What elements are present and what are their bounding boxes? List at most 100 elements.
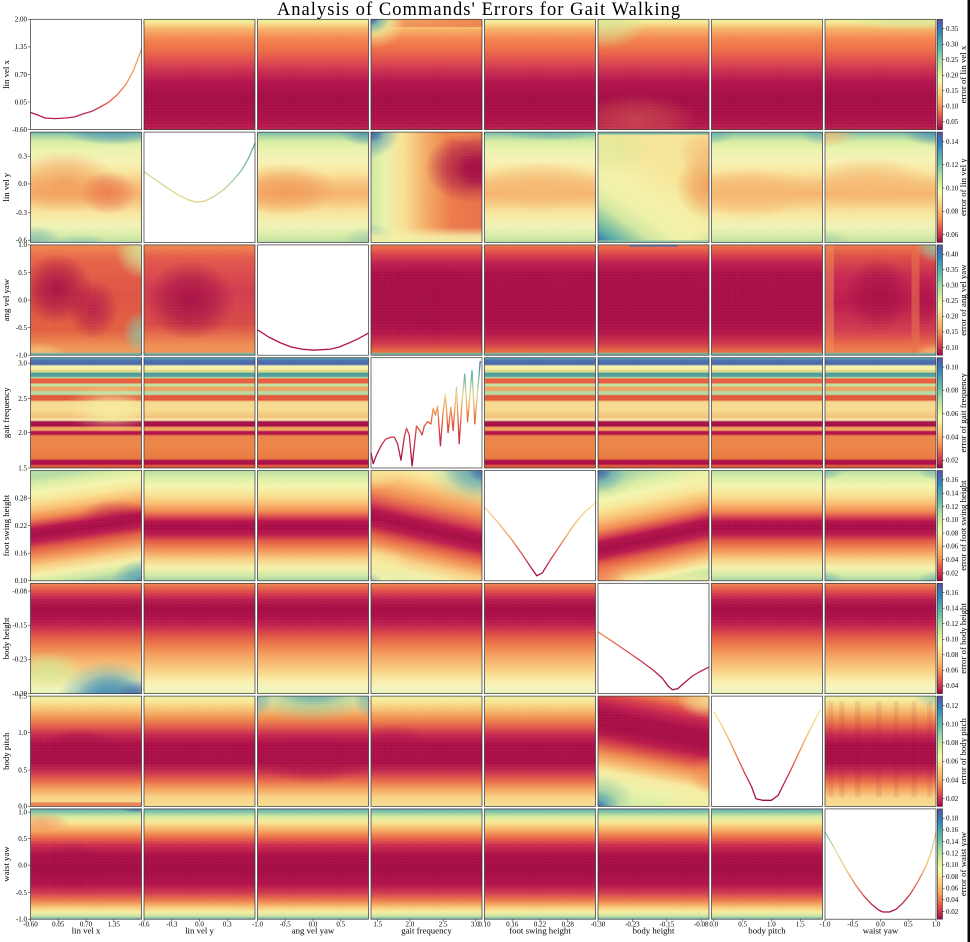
svg-text:0.28: 0.28	[15, 494, 28, 502]
svg-text:-0.5: -0.5	[16, 324, 28, 332]
svg-text:0.28: 0.28	[562, 921, 575, 929]
svg-text:0.5: 0.5	[904, 921, 913, 929]
svg-text:-0.08: -0.08	[12, 587, 27, 595]
svg-text:1.5: 1.5	[18, 692, 27, 700]
svg-text:0.5: 0.5	[738, 921, 747, 929]
svg-text:0.0: 0.0	[709, 921, 718, 929]
svg-text:1.0: 1.0	[932, 921, 941, 929]
svg-text:0.10: 0.10	[946, 516, 959, 524]
svg-text:0.5: 0.5	[336, 921, 345, 929]
svg-text:0.10: 0.10	[946, 184, 959, 192]
svg-text:-0.3: -0.3	[166, 921, 178, 929]
svg-text:0.0: 0.0	[18, 180, 27, 188]
svg-text:0.16: 0.16	[15, 550, 28, 558]
svg-text:0.16: 0.16	[946, 589, 959, 597]
svg-text:foot swing height: foot swing height	[509, 926, 571, 936]
svg-text:0.08: 0.08	[946, 873, 959, 881]
svg-text:0.12: 0.12	[946, 620, 959, 628]
svg-text:-0.60: -0.60	[23, 921, 38, 929]
svg-text:-0.5: -0.5	[280, 921, 292, 929]
svg-text:0.04: 0.04	[946, 776, 959, 784]
svg-text:1.0: 1.0	[18, 241, 27, 249]
svg-text:2.5: 2.5	[439, 921, 448, 929]
svg-text:1.0: 1.0	[767, 921, 776, 929]
svg-text:0.05: 0.05	[52, 921, 65, 929]
svg-text:1.35: 1.35	[15, 43, 28, 51]
svg-text:-0.23: -0.23	[12, 656, 27, 664]
svg-text:0.10: 0.10	[478, 921, 491, 929]
svg-text:0.10: 0.10	[946, 103, 959, 111]
svg-text:-0.3: -0.3	[16, 209, 28, 217]
svg-text:0.10: 0.10	[946, 344, 959, 352]
svg-text:0.06: 0.06	[946, 231, 959, 239]
svg-text:0.35: 0.35	[946, 266, 959, 274]
svg-text:0.08: 0.08	[946, 651, 959, 659]
svg-text:body pitch: body pitch	[1, 732, 11, 770]
svg-text:-0.15: -0.15	[660, 921, 675, 929]
svg-text:-0.60: -0.60	[12, 126, 27, 134]
svg-text:0.22: 0.22	[534, 921, 547, 929]
svg-text:0.06: 0.06	[946, 885, 959, 893]
svg-text:0.0: 0.0	[18, 803, 27, 811]
svg-text:1.0: 1.0	[18, 729, 27, 737]
svg-text:1.5: 1.5	[796, 921, 805, 929]
svg-text:0.08: 0.08	[946, 529, 959, 537]
svg-text:0.0: 0.0	[876, 921, 885, 929]
svg-text:gait frequency: gait frequency	[1, 387, 11, 438]
svg-text:lin vel x: lin vel x	[1, 59, 11, 88]
svg-text:0.3: 0.3	[18, 153, 27, 161]
svg-text:0.06: 0.06	[946, 543, 959, 551]
svg-text:0.16: 0.16	[946, 476, 959, 484]
svg-text:-0.5: -0.5	[847, 921, 859, 929]
svg-text:-0.6: -0.6	[16, 237, 28, 245]
svg-text:0.5: 0.5	[18, 766, 27, 774]
svg-text:0.16: 0.16	[946, 826, 959, 834]
svg-text:1.35: 1.35	[108, 921, 121, 929]
svg-text:0.15: 0.15	[946, 328, 959, 336]
svg-text:0.5: 0.5	[18, 835, 27, 843]
svg-text:2.00: 2.00	[15, 16, 28, 24]
svg-text:-0.30: -0.30	[12, 690, 27, 698]
svg-text:0.04: 0.04	[946, 433, 959, 441]
svg-text:0.30: 0.30	[946, 41, 959, 49]
svg-text:waist yaw: waist yaw	[863, 926, 899, 936]
svg-text:lin vel x: lin vel x	[72, 926, 101, 936]
svg-text:0.02: 0.02	[946, 457, 959, 465]
svg-text:0.40: 0.40	[946, 251, 959, 259]
svg-text:0.25: 0.25	[946, 56, 959, 64]
svg-text:0.12: 0.12	[946, 161, 959, 169]
svg-text:0.05: 0.05	[946, 118, 959, 126]
svg-text:0.08: 0.08	[946, 739, 959, 747]
svg-text:-1.0: -1.0	[819, 921, 831, 929]
svg-text:0.12: 0.12	[946, 850, 959, 858]
svg-text:0.04: 0.04	[946, 556, 959, 564]
svg-text:2.5: 2.5	[18, 395, 27, 403]
svg-text:0.06: 0.06	[946, 758, 959, 766]
svg-text:0.10: 0.10	[15, 577, 28, 585]
svg-text:0.25: 0.25	[946, 297, 959, 305]
svg-text:error of foot swing height: error of foot swing height	[958, 480, 968, 571]
svg-text:-0.08: -0.08	[694, 921, 709, 929]
svg-text:-1.0: -1.0	[252, 921, 264, 929]
svg-text:body height: body height	[633, 926, 675, 936]
svg-text:0.16: 0.16	[506, 921, 519, 929]
svg-text:error of lin vel y: error of lin vel y	[958, 158, 968, 216]
svg-text:0.70: 0.70	[15, 71, 28, 79]
svg-text:0.02: 0.02	[946, 569, 959, 577]
svg-text:0.06: 0.06	[946, 410, 959, 418]
svg-text:error of body pitch: error of body pitch	[958, 718, 968, 785]
svg-text:error of waist yaw: error of waist yaw	[958, 831, 968, 896]
svg-text:0.20: 0.20	[946, 72, 959, 80]
svg-text:0.18: 0.18	[946, 815, 959, 823]
svg-text:0.14: 0.14	[946, 605, 959, 613]
svg-text:0.0: 0.0	[18, 862, 27, 870]
svg-text:0.14: 0.14	[946, 838, 959, 846]
svg-text:0.10: 0.10	[946, 720, 959, 728]
svg-text:0.15: 0.15	[946, 87, 959, 95]
svg-text:error of lin vel x: error of lin vel x	[958, 45, 968, 103]
svg-text:0.14: 0.14	[946, 490, 959, 498]
svg-text:3.0: 3.0	[471, 921, 480, 929]
svg-text:0.0: 0.0	[195, 921, 204, 929]
svg-text:0.06: 0.06	[946, 667, 959, 675]
svg-text:0.70: 0.70	[80, 921, 93, 929]
